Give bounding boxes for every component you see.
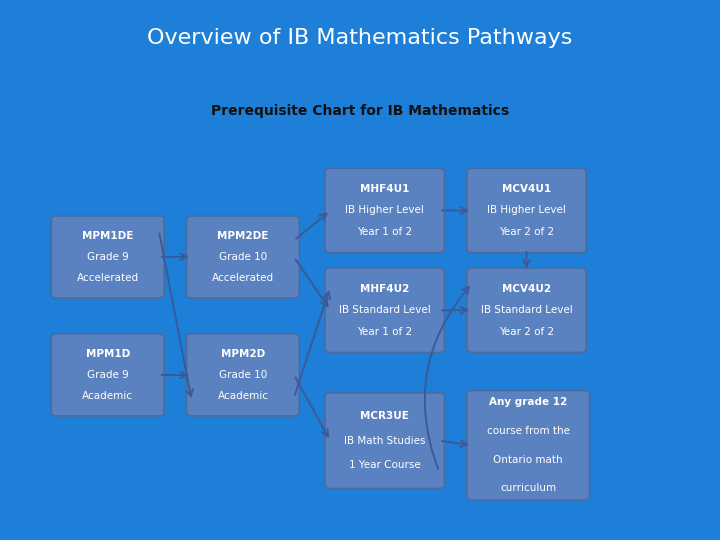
Text: IB Standard Level: IB Standard Level <box>481 305 572 315</box>
Text: Accelerated: Accelerated <box>76 273 139 283</box>
FancyBboxPatch shape <box>325 268 444 353</box>
FancyBboxPatch shape <box>325 168 444 253</box>
Text: MCV4U2: MCV4U2 <box>502 284 551 294</box>
Text: MPM1D: MPM1D <box>86 349 130 359</box>
Text: Accelerated: Accelerated <box>212 273 274 283</box>
Text: MPM1DE: MPM1DE <box>82 231 133 241</box>
Text: MHF4U1: MHF4U1 <box>360 184 410 194</box>
FancyBboxPatch shape <box>51 216 164 298</box>
Text: Any grade 12: Any grade 12 <box>489 397 567 407</box>
FancyBboxPatch shape <box>467 168 586 253</box>
Text: Academic: Academic <box>82 391 133 401</box>
FancyBboxPatch shape <box>186 216 300 298</box>
Text: MHF4U2: MHF4U2 <box>360 284 410 294</box>
Text: Ontario math: Ontario math <box>493 455 563 464</box>
Text: Year 2 of 2: Year 2 of 2 <box>499 227 554 237</box>
Text: IB Higher Level: IB Higher Level <box>487 206 566 215</box>
FancyBboxPatch shape <box>325 393 444 489</box>
FancyBboxPatch shape <box>467 390 590 500</box>
Text: IB Higher Level: IB Higher Level <box>346 206 424 215</box>
Text: Prerequisite Chart for IB Mathematics: Prerequisite Chart for IB Mathematics <box>211 104 509 118</box>
Text: MPM2DE: MPM2DE <box>217 231 269 241</box>
Text: Year 2 of 2: Year 2 of 2 <box>499 327 554 337</box>
Text: MCV4U1: MCV4U1 <box>502 184 551 194</box>
Text: Academic: Academic <box>217 391 269 401</box>
Text: MPM2D: MPM2D <box>221 349 265 359</box>
Text: 1 Year Course: 1 Year Course <box>349 461 420 470</box>
Text: Grade 10: Grade 10 <box>219 252 267 262</box>
Text: curriculum: curriculum <box>500 483 557 493</box>
FancyBboxPatch shape <box>51 334 164 416</box>
Text: MCR3UE: MCR3UE <box>360 411 409 421</box>
Text: IB Standard Level: IB Standard Level <box>339 305 431 315</box>
Text: IB Math Studies: IB Math Studies <box>344 436 426 446</box>
FancyBboxPatch shape <box>467 268 586 353</box>
Text: Year 1 of 2: Year 1 of 2 <box>357 227 413 237</box>
FancyBboxPatch shape <box>186 334 300 416</box>
Text: Year 1 of 2: Year 1 of 2 <box>357 327 413 337</box>
Text: Grade 9: Grade 9 <box>87 370 129 380</box>
Text: Grade 9: Grade 9 <box>87 252 129 262</box>
Text: Overview of IB Mathematics Pathways: Overview of IB Mathematics Pathways <box>148 28 572 48</box>
Text: Grade 10: Grade 10 <box>219 370 267 380</box>
Text: course from the: course from the <box>487 426 570 436</box>
